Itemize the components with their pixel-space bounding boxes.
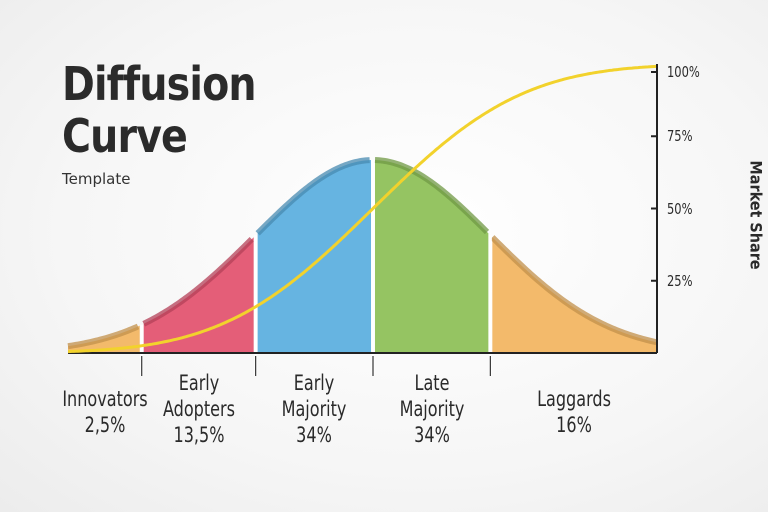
segment-rim-2 bbox=[142, 237, 254, 327]
segment-rim-3 bbox=[255, 157, 370, 236]
category-label-laggards: Laggards 16% bbox=[537, 386, 611, 438]
y-axis-title: Market Share bbox=[746, 160, 766, 270]
category-label-early-adopters: Early Adopters 13,5% bbox=[163, 370, 235, 448]
segment-laggards bbox=[492, 237, 657, 353]
y-tick-label: 50% bbox=[667, 199, 693, 218]
cumulative-adoption-curve bbox=[67, 64, 657, 354]
chart-title-line-2: Curve bbox=[62, 109, 188, 163]
y-tick-label: 75% bbox=[667, 127, 693, 146]
category-label-line: Adopters bbox=[162, 397, 235, 421]
segment-rim-4 bbox=[374, 157, 490, 235]
category-label-late-majority: Late Majority 34% bbox=[399, 370, 464, 448]
category-label-line: Majority bbox=[399, 397, 465, 421]
chart-title-line-1: Diffusion bbox=[62, 57, 257, 111]
title-block: Diffusion Curve Template bbox=[62, 58, 287, 188]
category-label-line: Late bbox=[414, 371, 450, 395]
category-label-line: 2,5% bbox=[84, 413, 126, 437]
category-label-early-majority: Early Majority 34% bbox=[282, 370, 347, 448]
y-tick-label: 100% bbox=[667, 63, 700, 81]
category-label-line: Innovators bbox=[62, 387, 148, 411]
category-label-line: Majority bbox=[281, 397, 347, 421]
category-label-line: 34% bbox=[413, 423, 450, 447]
category-label-line: Early bbox=[294, 371, 335, 395]
segment-rim-1 bbox=[67, 323, 140, 350]
category-label-line: Laggards bbox=[536, 387, 611, 411]
category-label-line: 16% bbox=[555, 413, 592, 437]
category-label-innovators: Innovators 2,5% bbox=[62, 386, 147, 438]
y-tick-label: 25% bbox=[667, 271, 693, 290]
category-label-line: 34% bbox=[296, 423, 333, 447]
segment-rim-5 bbox=[490, 235, 658, 346]
category-label-line: 13,5% bbox=[173, 423, 225, 447]
chart-subtitle: Template bbox=[62, 170, 131, 188]
segment-early-majority bbox=[257, 160, 371, 353]
category-label-line: Early bbox=[178, 371, 219, 395]
